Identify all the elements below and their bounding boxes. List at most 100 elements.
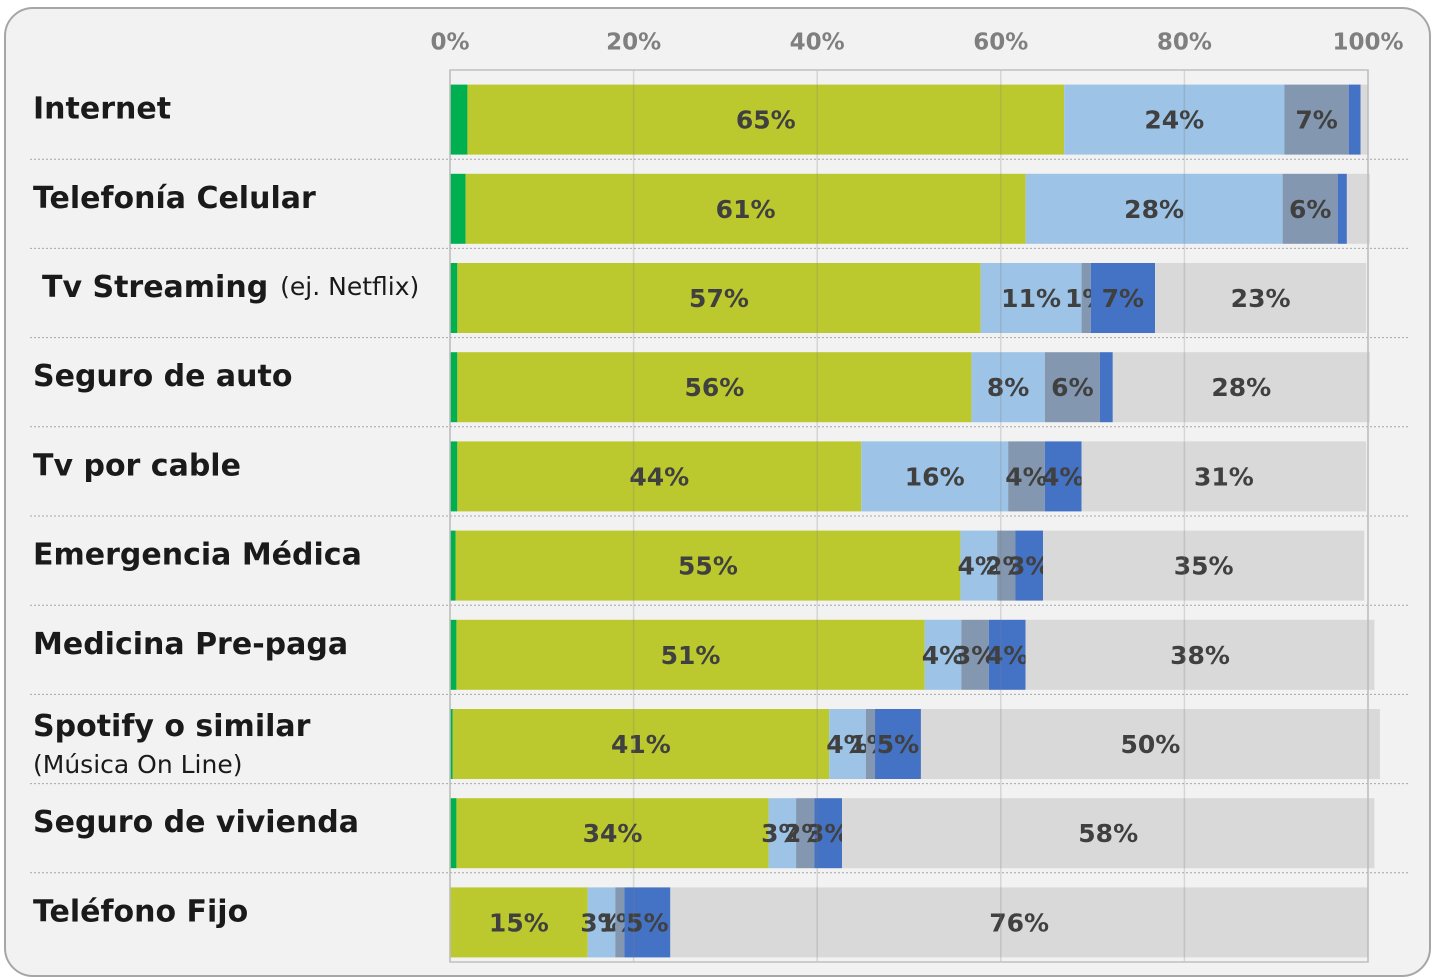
category-name: Medicina Pre-paga	[33, 626, 348, 661]
x-tick-label: 40%	[790, 30, 845, 56]
data-label: 11%	[1001, 284, 1061, 313]
category-label: Emergencia Médica	[33, 537, 362, 572]
x-tick-label: 0%	[430, 30, 469, 56]
bar-segment	[1008, 441, 1045, 512]
data-label: 76%	[989, 908, 1049, 937]
bar-segment	[450, 173, 466, 244]
bar-segment	[450, 619, 457, 690]
bar-segment	[457, 441, 862, 512]
bar-segment	[1112, 352, 1370, 423]
plot-frame	[449, 69, 1369, 963]
bar-segment	[841, 798, 1375, 869]
data-label: 61%	[716, 195, 776, 224]
bar-segment	[1015, 530, 1044, 601]
bar-segment	[467, 84, 1065, 155]
data-label: 38%	[1170, 641, 1230, 670]
data-label: 28%	[1211, 373, 1271, 402]
x-tick-label: 20%	[606, 30, 661, 56]
bar-segment	[456, 619, 925, 690]
bar-segment	[796, 798, 815, 869]
data-label: 51%	[661, 641, 721, 670]
category-label: Internet	[33, 91, 171, 126]
data-label: 65%	[736, 106, 796, 135]
bar-segment	[615, 887, 625, 958]
bar-segment	[1081, 263, 1091, 333]
data-label: 56%	[684, 373, 744, 402]
data-label: 35%	[1174, 552, 1234, 581]
data-label: 4%	[986, 641, 1028, 670]
bar-segment	[1090, 263, 1156, 333]
data-label: 58%	[1078, 819, 1138, 848]
bar-segment	[1064, 84, 1285, 155]
x-tick-label: 80%	[1157, 30, 1212, 56]
bar-segment	[455, 530, 961, 601]
bar-segment	[450, 352, 458, 423]
data-label: 34%	[583, 819, 643, 848]
bar-segment	[1025, 173, 1283, 244]
data-label: 7%	[1102, 284, 1144, 313]
category-label: Teléfono Fijo	[33, 894, 248, 929]
bar-segment	[587, 887, 616, 958]
bar-segment	[1337, 173, 1347, 244]
data-label: 4%	[1005, 462, 1047, 491]
bar-segment	[457, 352, 972, 423]
bar-segment	[450, 887, 588, 958]
bar-segment	[450, 84, 468, 155]
bar-segment	[450, 441, 458, 512]
bar-segment	[456, 798, 769, 869]
bar-segment	[1081, 441, 1367, 512]
bar-segment	[1025, 619, 1375, 690]
bar-segment	[457, 263, 981, 333]
bar-segment	[1099, 352, 1113, 423]
bar-segment	[1043, 530, 1365, 601]
bar-segment	[961, 619, 989, 690]
bar-segment	[450, 709, 453, 779]
bar-segment	[1360, 84, 1368, 155]
data-label: 4%	[826, 730, 868, 759]
bar-segment	[1282, 173, 1338, 244]
bar-segment	[924, 619, 962, 690]
bar-segment	[875, 709, 921, 779]
data-label: 5%	[877, 730, 919, 759]
bar-segment	[960, 530, 998, 601]
category-label: Medicina Pre-paga	[33, 626, 348, 661]
category-name: Seguro de auto	[33, 359, 292, 394]
data-label: 5%	[626, 908, 668, 937]
bar-segment	[920, 709, 1380, 779]
bar-segment	[971, 352, 1045, 423]
data-label: 8%	[987, 373, 1029, 402]
bar-segment	[980, 263, 1082, 333]
category-name: Tv Streaming	[42, 270, 268, 305]
category-note: (Música On Line)	[33, 750, 242, 779]
category-note: (ej. Netflix)	[280, 272, 419, 301]
category-label: Seguro de vivienda	[33, 805, 359, 840]
bar-segment	[450, 263, 458, 333]
data-label: 57%	[689, 284, 749, 313]
bar-segment	[1155, 263, 1367, 333]
category-name: Emergencia Médica	[33, 537, 362, 572]
bar-segment	[865, 709, 876, 779]
x-tick-label: 60%	[973, 30, 1028, 56]
data-label: 4%	[958, 552, 1000, 581]
bar-segment	[861, 441, 1009, 512]
data-label: 6%	[1051, 373, 1093, 402]
category-label: Spotify o similar	[33, 709, 311, 744]
data-label: 41%	[611, 730, 671, 759]
category-label: Seguro de auto	[33, 359, 292, 394]
category-name: Seguro de vivienda	[33, 805, 359, 840]
data-label: 16%	[905, 462, 965, 491]
bar-segment	[768, 798, 797, 869]
category-label: Tv Streaming (ej. Netflix)	[42, 270, 419, 305]
data-label: 24%	[1144, 106, 1204, 135]
bar-segment	[465, 173, 1026, 244]
data-label: 55%	[678, 552, 738, 581]
category-label: Telefonía Celular	[33, 180, 316, 215]
bar-segment	[1346, 173, 1370, 244]
category-name: Tv por cable	[33, 448, 241, 483]
bar-segment	[450, 530, 456, 601]
data-label: 31%	[1194, 462, 1254, 491]
data-label: 4%	[1042, 462, 1084, 491]
bar-segment	[624, 887, 671, 958]
category-name: Teléfono Fijo	[33, 894, 248, 929]
